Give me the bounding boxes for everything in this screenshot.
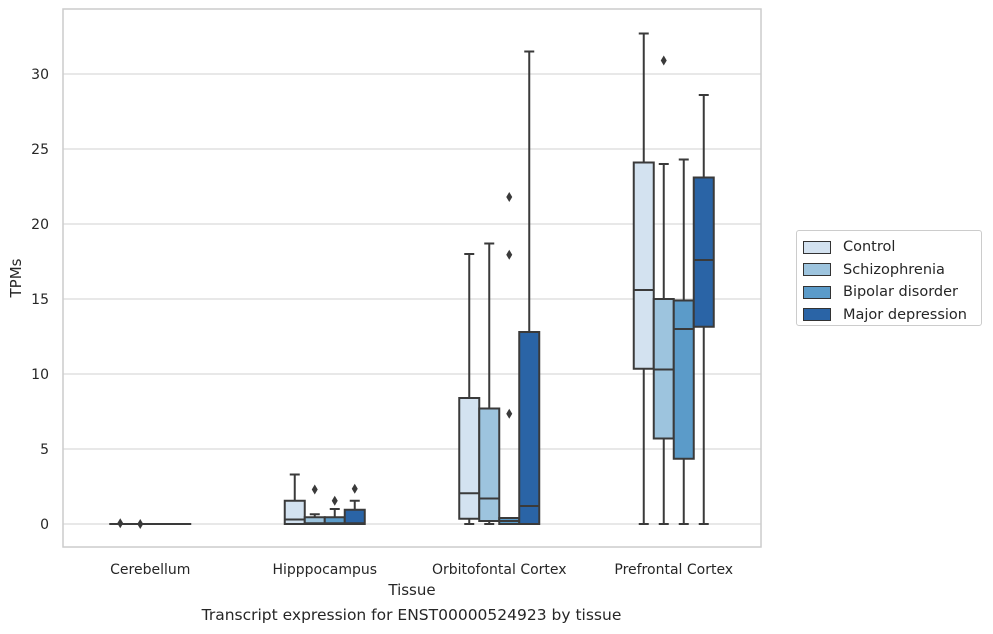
y-tick-label: 0 [40,517,49,533]
box-iqr [518,331,541,525]
legend-item-major-depression: Major depression [803,304,981,327]
x-tick-label: Prefrontal Cortex [614,562,733,578]
outlier-point [331,495,338,506]
y-tick-label: 30 [31,67,49,83]
y-tick-label: 25 [31,142,49,158]
legend-label-schizophrenia: Schizophrenia [843,261,945,278]
outlier-point [506,249,513,260]
box-2-1 [478,242,501,525]
legend-item-control: Control [803,236,981,259]
y-tick-label: 20 [31,217,49,233]
outlier-point [351,483,358,494]
legend-label-control: Control [843,239,896,256]
box-plot-marks [109,32,715,529]
box-1-0 [283,473,306,525]
legend-label-major-depression: Major depression [843,306,967,323]
box-0-1 [129,519,152,529]
outlier-point [660,55,667,66]
outlier-point [311,484,318,495]
x-tick-label: Hipppocampus [272,562,377,578]
legend-swatch-control [803,240,831,254]
chart-title: Transcript expression for ENST0000052492… [201,606,622,624]
box-0-0 [109,518,132,529]
box-iqr [283,499,306,525]
x-axis-label: Tissue [387,581,435,599]
legend-swatch-bipolar-disorder [803,285,831,299]
box-3-0 [632,32,655,525]
outlier-point [117,518,124,529]
legend-swatch-major-depression [803,308,831,322]
box-1-1 [303,484,326,525]
y-tick-label: 5 [40,442,49,458]
box-2-2 [498,192,521,525]
y-tick-label: 15 [31,292,49,308]
box-3-3 [692,94,715,525]
legend-swatch-schizophrenia [803,263,831,277]
box-3-2 [672,158,695,525]
box-1-2 [323,495,346,525]
plot-frame [62,8,762,548]
legend-item-schizophrenia: Schizophrenia [803,259,981,282]
box-iqr [458,397,481,520]
box-iqr [478,407,501,522]
legend-label-bipolar-disorder: Bipolar disorder [843,284,958,301]
x-tick-label: Orbitofontal Cortex [432,562,567,578]
box-1-3 [343,483,366,525]
box-iqr [632,161,655,370]
box-3-1 [652,55,675,525]
outlier-point [506,192,513,202]
chart-legend: Control Schizophrenia Bipolar disorder M… [796,230,982,326]
y-axis-label: TPMs [7,258,25,298]
box-iqr [692,176,715,328]
box-2-3 [518,50,541,525]
y-tick-label: 10 [31,367,49,383]
x-tick-label: Cerebellum [110,562,190,578]
axis-ticks: 0 5 10 15 20 25 30 Cerebellum Hipppocampus Orbito… [31,67,733,578]
box-2-0 [458,253,481,525]
legend-item-bipolar-disorder: Bipolar disorder [803,281,981,304]
grid-lines [63,73,761,525]
box-iqr [343,508,366,525]
outlier-point [506,408,513,419]
box-iqr [672,299,695,460]
outlier-point [137,519,144,529]
